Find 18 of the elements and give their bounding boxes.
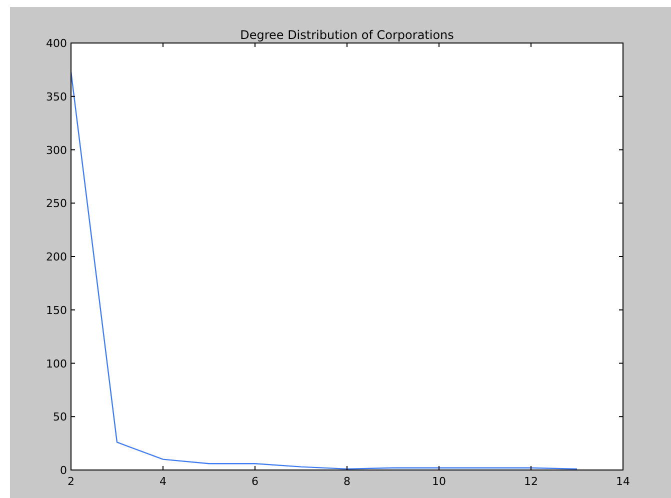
y-tick-label: 300 (46, 144, 67, 157)
y-tick-label: 200 (46, 250, 67, 264)
x-tick-label: 4 (160, 475, 166, 488)
y-tick-label: 400 (46, 37, 67, 50)
x-tick-label: 14 (616, 475, 630, 488)
line-series (71, 71, 578, 470)
y-tick-label: 100 (46, 357, 67, 370)
y-tick-label: 350 (46, 90, 67, 104)
x-tick-label: 12 (524, 475, 538, 488)
y-tick-label: 50 (53, 410, 67, 424)
x-tick-label: 6 (252, 475, 258, 488)
chart-title: Degree Distribution of Corporations (240, 28, 454, 42)
x-tick-label: 8 (344, 475, 350, 488)
x-tick-label: 10 (432, 475, 446, 488)
x-tick-label: 2 (68, 475, 74, 488)
y-tick-label: 250 (46, 197, 67, 210)
y-tick-label: 0 (60, 464, 67, 477)
y-tick-label: 150 (46, 304, 67, 317)
